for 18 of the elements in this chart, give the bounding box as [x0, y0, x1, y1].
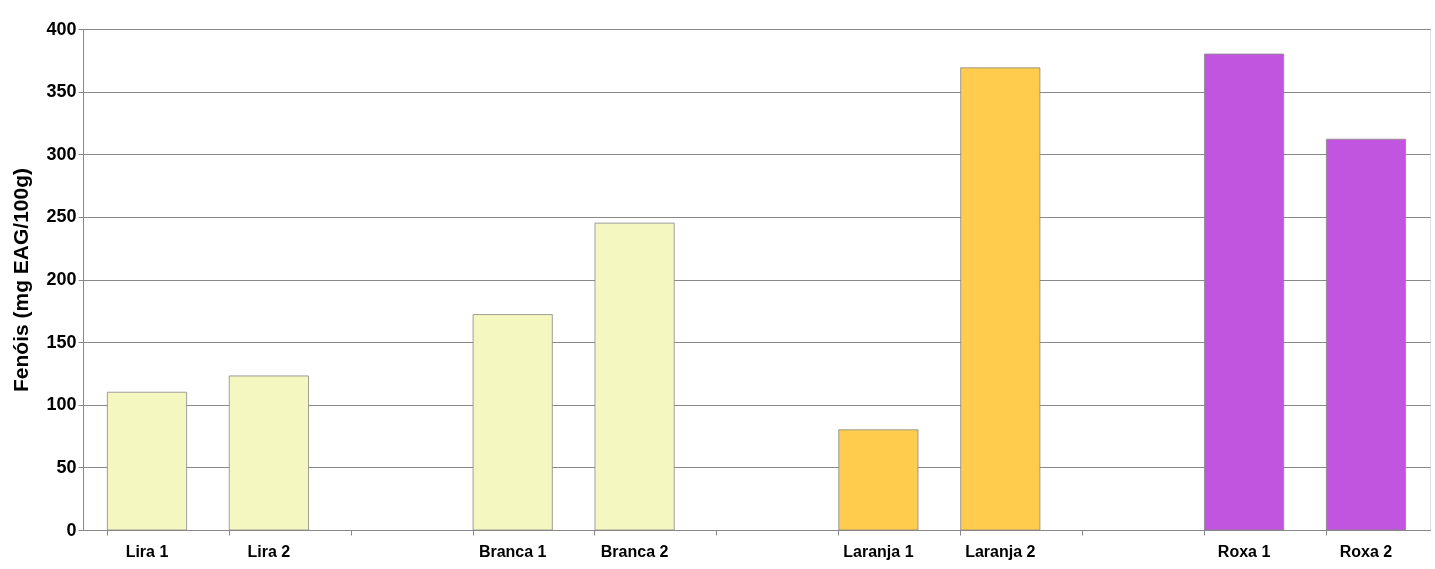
- y-tick-label: 400: [46, 18, 77, 39]
- y-tick-label: 50: [56, 456, 77, 477]
- x-tick-label: Lira 2: [247, 542, 291, 560]
- y-tick-label: 100: [46, 394, 77, 415]
- x-tick-label: Laranja 2: [965, 542, 1036, 560]
- x-tick-label: Roxa 1: [1217, 542, 1271, 560]
- x-tick-label: Branca 1: [478, 542, 547, 560]
- y-tick-label: 0: [66, 519, 77, 540]
- x-tick-label: Roxa 2: [1339, 542, 1393, 560]
- y-axis-title: Fenóis (mg EAG/100g): [9, 167, 33, 393]
- y-tick-label: 300: [46, 143, 77, 164]
- y-tick-label: 350: [46, 81, 77, 102]
- y-tick-label: 200: [46, 269, 77, 289]
- y-tick-label: 150: [46, 331, 77, 352]
- x-tick-label: Branca 2: [600, 542, 669, 560]
- x-tick-label: Laranja 1: [843, 542, 914, 560]
- x-tick-label: Lira 1: [125, 542, 169, 560]
- y-tick-label: 250: [46, 206, 77, 227]
